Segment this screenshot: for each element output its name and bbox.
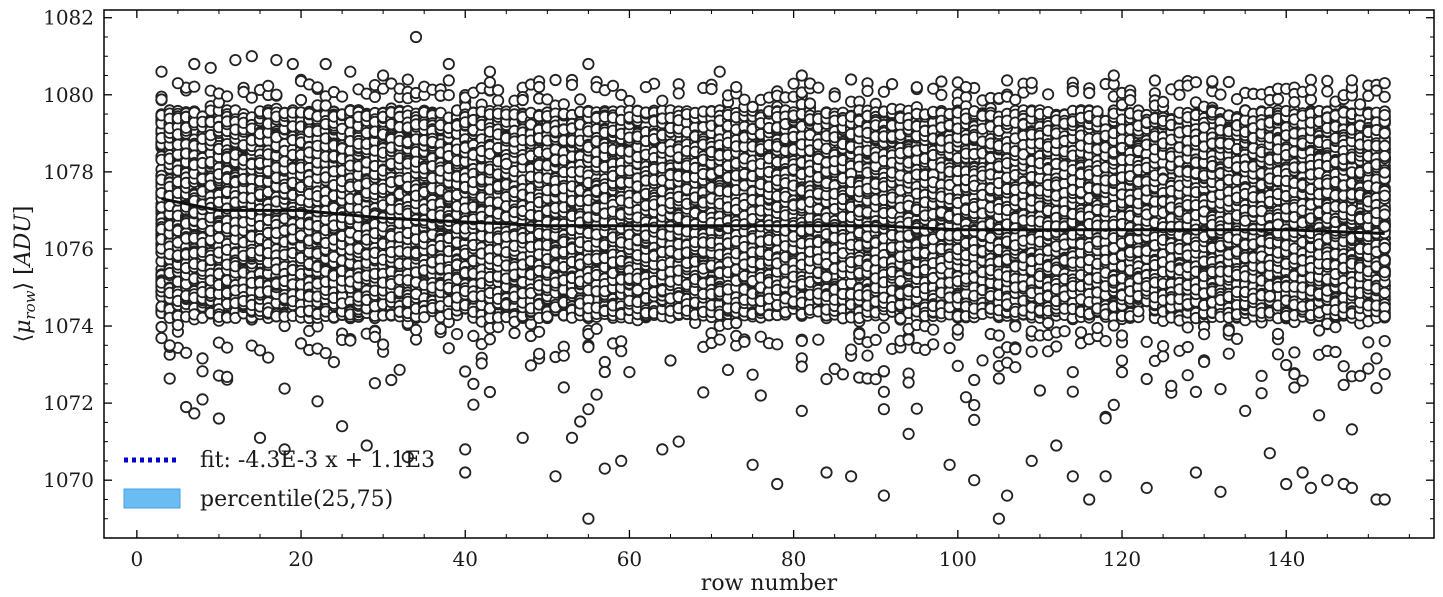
data-point	[270, 88, 283, 101]
data-point	[483, 76, 496, 89]
data-point	[532, 325, 546, 338]
data-point	[450, 327, 464, 341]
data-point	[311, 395, 324, 408]
data-point	[171, 318, 184, 332]
data-point	[221, 90, 234, 103]
data-point	[155, 331, 168, 345]
data-point	[557, 349, 570, 362]
scatter-points	[155, 30, 1391, 525]
data-point	[442, 74, 455, 87]
data-point	[483, 333, 496, 346]
data-point	[549, 73, 562, 87]
data-point	[508, 326, 521, 340]
data-point	[385, 373, 398, 387]
data-point	[319, 346, 332, 360]
data-point	[163, 372, 176, 385]
data-point	[262, 79, 275, 93]
data-point	[335, 90, 349, 103]
data-point	[401, 73, 414, 86]
data-point	[188, 80, 201, 93]
data-point	[180, 346, 193, 359]
data-point	[155, 93, 168, 106]
data-point	[311, 81, 324, 94]
data-point	[532, 80, 546, 94]
data-point	[393, 363, 406, 376]
data-point	[516, 93, 529, 107]
data-point	[262, 351, 275, 364]
data-point	[459, 365, 472, 378]
data-point	[188, 407, 201, 420]
data-point	[344, 334, 357, 347]
data-point	[221, 341, 234, 354]
data-point	[368, 377, 381, 390]
data-point	[221, 370, 234, 383]
data-point	[467, 398, 480, 411]
data-point	[467, 377, 480, 390]
data-point	[155, 320, 168, 334]
data-point	[196, 352, 209, 365]
data-point	[196, 365, 209, 378]
data-point	[245, 91, 258, 104]
data-point	[467, 329, 480, 342]
data-point	[409, 323, 423, 336]
data-point	[491, 94, 505, 107]
data-point	[532, 347, 546, 360]
data-point	[491, 84, 505, 97]
data-point	[368, 90, 381, 104]
data-point	[442, 89, 455, 102]
data-point	[475, 357, 488, 370]
data-point	[483, 385, 496, 399]
data-point	[327, 355, 340, 369]
data-point	[278, 382, 291, 395]
data-point	[376, 338, 390, 351]
data-point	[294, 93, 308, 107]
data-point	[557, 381, 570, 394]
data-point	[196, 393, 209, 406]
data-point	[442, 342, 455, 355]
